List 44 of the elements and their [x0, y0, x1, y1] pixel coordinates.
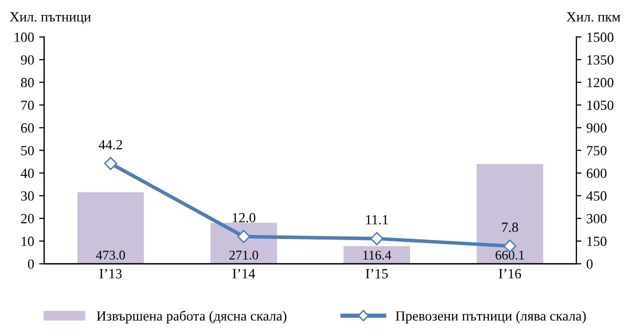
legend-label: Извършена работа (дясна скала) — [96, 310, 286, 324]
y2-tick-label: 1500 — [587, 32, 614, 42]
data-label: 44.2 — [98, 140, 122, 150]
legend-label: Превозени пътници (лява скала) — [396, 310, 586, 324]
y2-tick-label: 150 — [587, 236, 606, 246]
point — [104, 156, 118, 170]
y-tick-label: 50 — [21, 146, 34, 156]
y-tick-label: 60 — [21, 123, 34, 133]
data-label: 116.4 — [363, 250, 392, 260]
y2-tick-label: 1200 — [587, 78, 614, 88]
y2-tick-label: 750 — [587, 146, 606, 156]
data-label: 12.0 — [232, 213, 256, 222]
y-tick-label: 10 — [22, 236, 34, 246]
y2-tick-label: 1050 — [587, 100, 614, 110]
data-label: 271.0 — [229, 250, 258, 260]
x-tick-label: I’13 — [100, 269, 122, 278]
y2-tick-label: 300 — [586, 214, 606, 224]
y2-tick-label: 450 — [586, 191, 606, 201]
y2-tick-label: 900 — [586, 123, 606, 133]
bar — [476, 164, 544, 264]
bar — [344, 246, 410, 264]
data-label: 11.1 — [366, 215, 388, 224]
point — [237, 230, 250, 244]
data-label: 7.8 — [502, 222, 518, 232]
data-label: 660.1 — [496, 250, 524, 260]
y-tick-label: 0 — [28, 259, 34, 269]
y-tick-label: 100 — [14, 32, 34, 42]
y-tick-label: 40 — [20, 168, 34, 178]
y2-axis-title: Хил. пкм — [566, 12, 620, 22]
y2-tick-label: 600 — [586, 168, 606, 178]
y-tick-label: 70 — [21, 100, 34, 110]
y2-tick-label: 1350 — [587, 55, 614, 65]
point — [370, 232, 384, 246]
y-tick-label: 80 — [21, 78, 34, 88]
y2-tick-label: 0 — [586, 259, 593, 269]
y-tick-label: 20 — [21, 214, 34, 224]
y-axis-title: Хил. пътници — [10, 12, 91, 24]
x-tick-label: I’14 — [232, 269, 256, 278]
x-tick-label: I’16 — [498, 269, 522, 278]
data-label: 473.0 — [96, 250, 125, 260]
bar — [77, 192, 144, 264]
y-tick-label: 90 — [20, 55, 34, 65]
y-tick-label: 30 — [21, 191, 34, 201]
x-tick-label: I’15 — [366, 269, 388, 278]
